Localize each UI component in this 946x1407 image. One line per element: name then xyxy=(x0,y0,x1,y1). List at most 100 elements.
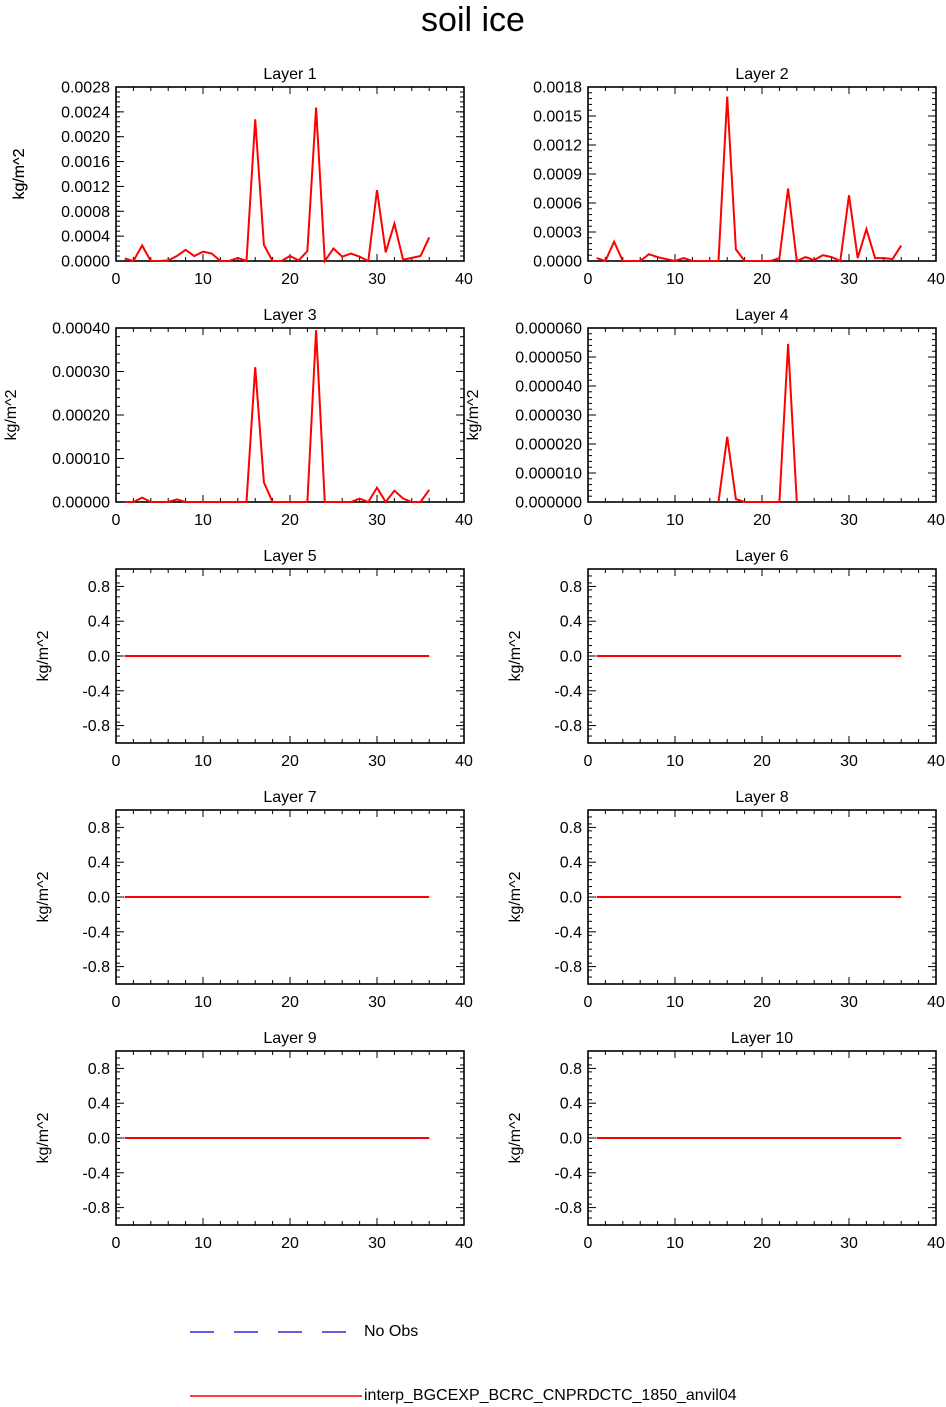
y-axis-label: kg/m^2 xyxy=(507,1112,524,1163)
y-tick-label: 0.4 xyxy=(560,855,582,872)
legend-obs-label: No Obs xyxy=(364,1323,419,1340)
y-tick-label: 0.0000 xyxy=(61,254,110,271)
chart-panel-10: Layer 10 0 10 20 30 40 -0.8 -0.4 0.0 0.4 0.8 kg/m^2 xyxy=(507,1030,945,1252)
x-tick-label: 40 xyxy=(455,271,473,288)
x-tick-label: 10 xyxy=(194,994,212,1011)
x-tick-label: 30 xyxy=(368,271,386,288)
y-axis-label: kg/m^2 xyxy=(507,630,524,681)
y-tick-label: 0.000050 xyxy=(515,350,582,367)
panel-title: Layer 9 xyxy=(263,1030,316,1047)
x-tick-label: 20 xyxy=(281,753,299,770)
chart-panel-9: Layer 9 0 10 20 30 40 -0.8 -0.4 0.0 0.4 0.8 kg/m^2 xyxy=(35,1030,473,1252)
plot-frame xyxy=(115,327,465,503)
y-tick-label: 0.4 xyxy=(88,614,110,631)
y-tick-label: 0.0003 xyxy=(533,225,582,242)
x-tick-label: 0 xyxy=(112,512,121,529)
y-tick-label: 0.000000 xyxy=(515,495,582,512)
y-tick-label: -0.8 xyxy=(82,959,110,976)
y-tick-label: 0.0028 xyxy=(61,80,110,97)
y-tick-label: 0.0 xyxy=(88,890,110,907)
y-tick-label: -0.8 xyxy=(554,959,582,976)
legend-model-label: interp_BGCEXP_BCRC_CNPRDCTC_1850_anvil04 xyxy=(364,1387,737,1404)
y-tick-label: 0.0012 xyxy=(61,179,110,196)
x-tick-label: 0 xyxy=(112,994,121,1011)
y-tick-label: 0.00040 xyxy=(52,321,110,338)
y-axis-label: kg/m^2 xyxy=(3,389,20,440)
y-tick-label: -0.4 xyxy=(554,1165,582,1182)
chart-panel-2: Layer 2 0 10 20 30 40 0.0000 0.0003 0.0006 0.0009… xyxy=(11,66,945,288)
y-tick-label: -0.8 xyxy=(82,1200,110,1217)
y-axis-label: kg/m^2 xyxy=(11,148,28,199)
x-tick-label: 10 xyxy=(666,271,684,288)
panel-title: Layer 5 xyxy=(263,548,316,565)
y-tick-label: 0.8 xyxy=(560,820,582,837)
y-tick-label: 0.0015 xyxy=(533,109,582,126)
x-tick-label: 20 xyxy=(753,271,771,288)
y-tick-label: 0.0008 xyxy=(61,204,110,221)
x-tick-label: 40 xyxy=(927,512,945,529)
chart-panel-1: Layer 1 0 10 20 30 40 0.0000 0.0004 0.0008 0.0012… xyxy=(11,66,473,288)
x-tick-label: 40 xyxy=(455,994,473,1011)
x-tick-label: 40 xyxy=(455,753,473,770)
chart-panel-5: Layer 5 0 10 20 30 40 -0.8 -0.4 0.0 0.4 0.8 kg/m^2 xyxy=(35,548,473,770)
y-tick-label: 0.8 xyxy=(88,820,110,837)
x-tick-label: 20 xyxy=(281,271,299,288)
panel-title: Layer 6 xyxy=(735,548,788,565)
x-tick-label: 10 xyxy=(194,1235,212,1252)
x-tick-label: 30 xyxy=(368,994,386,1011)
x-tick-label: 20 xyxy=(753,1235,771,1252)
x-tick-label: 30 xyxy=(368,753,386,770)
x-tick-label: 0 xyxy=(584,1235,593,1252)
x-tick-label: 0 xyxy=(584,753,593,770)
legend-model-swatch xyxy=(190,1395,362,1397)
x-tick-label: 10 xyxy=(666,1235,684,1252)
chart-panel-7: Layer 7 0 10 20 30 40 -0.8 -0.4 0.0 0.4 0.8 kg/m^2 xyxy=(35,789,473,1011)
y-axis-label: kg/m^2 xyxy=(465,389,482,440)
y-tick-label: 0.8 xyxy=(560,579,582,596)
x-tick-label: 20 xyxy=(753,512,771,529)
series-line xyxy=(124,330,431,504)
legend-obs-swatch xyxy=(190,1331,346,1333)
x-tick-label: 30 xyxy=(368,1235,386,1252)
x-tick-label: 40 xyxy=(927,753,945,770)
x-tick-label: 40 xyxy=(455,1235,473,1252)
panel-title: Layer 1 xyxy=(263,66,316,83)
panel-title: Layer 3 xyxy=(263,307,316,324)
y-axis-label: kg/m^2 xyxy=(35,630,52,681)
x-tick-label: 10 xyxy=(194,271,212,288)
y-axis-label: kg/m^2 xyxy=(11,148,28,199)
x-tick-label: 20 xyxy=(753,994,771,1011)
panel-title: Layer 4 xyxy=(735,307,788,324)
y-tick-label: 0.000060 xyxy=(515,321,582,338)
x-tick-label: 10 xyxy=(666,753,684,770)
x-tick-label: 10 xyxy=(666,994,684,1011)
y-tick-label: -0.4 xyxy=(554,683,582,700)
y-tick-label: -0.4 xyxy=(82,683,110,700)
y-tick-label: 0.00030 xyxy=(52,364,110,381)
y-tick-label: 0.0 xyxy=(560,890,582,907)
y-tick-label: 0.0024 xyxy=(61,104,110,121)
panel-title: Layer 7 xyxy=(263,789,316,806)
x-tick-label: 0 xyxy=(112,271,121,288)
x-tick-label: 30 xyxy=(368,512,386,529)
plot-frame xyxy=(587,86,937,262)
y-tick-label: 0.000020 xyxy=(515,437,582,454)
y-tick-label: 0.0016 xyxy=(61,154,110,171)
y-tick-label: 0.4 xyxy=(88,855,110,872)
y-tick-label: 0.0 xyxy=(88,1131,110,1148)
chart-panel-3: Layer 3 0 10 20 30 40 0.00000 0.00010 0.00020 0.0… xyxy=(3,307,473,529)
y-tick-label: 0.00020 xyxy=(52,408,110,425)
chart-panel-6: Layer 6 0 10 20 30 40 -0.8 -0.4 0.0 0.4 0.8 kg/m^2 xyxy=(507,548,945,770)
y-tick-label: 0.4 xyxy=(560,614,582,631)
x-tick-label: 40 xyxy=(455,512,473,529)
x-tick-label: 20 xyxy=(281,1235,299,1252)
y-tick-label: 0.8 xyxy=(88,579,110,596)
y-tick-label: -0.4 xyxy=(554,924,582,941)
y-axis-label: kg/m^2 xyxy=(35,1112,52,1163)
x-tick-label: 0 xyxy=(584,271,593,288)
x-tick-label: 30 xyxy=(840,271,858,288)
series-line xyxy=(124,107,431,264)
y-tick-label: 0.0004 xyxy=(61,229,110,246)
x-tick-label: 40 xyxy=(927,994,945,1011)
x-tick-label: 40 xyxy=(927,1235,945,1252)
